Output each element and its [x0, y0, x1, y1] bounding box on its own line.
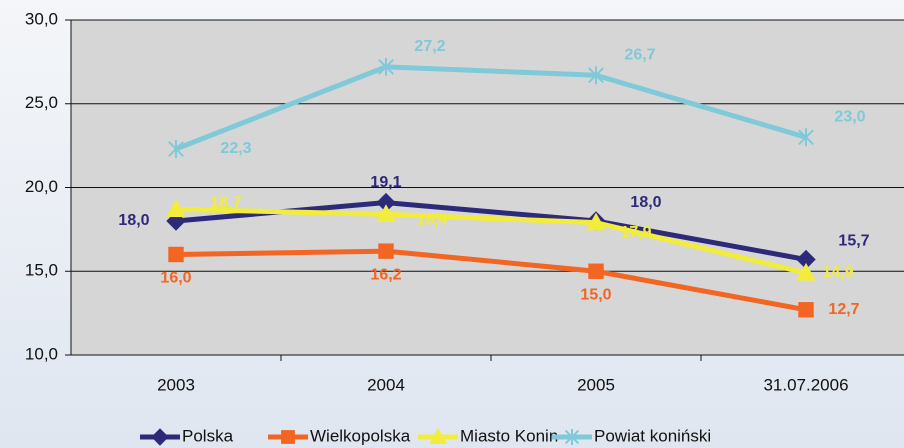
- value-label: 26,7: [624, 46, 655, 63]
- value-label: 23,0: [834, 108, 865, 125]
- value-label: 18,4: [416, 212, 447, 229]
- value-label: 14,9: [822, 264, 853, 281]
- value-label: 18,0: [630, 194, 661, 211]
- value-label: 22,3: [220, 140, 251, 157]
- x-tick-label: 2003: [157, 375, 195, 394]
- x-tick-label: 2004: [367, 375, 405, 394]
- marker: [798, 302, 814, 318]
- value-label: 16,2: [370, 266, 401, 283]
- value-label: 18,0: [118, 212, 149, 229]
- value-label: 27,2: [414, 38, 445, 55]
- marker: [378, 243, 394, 259]
- x-tick-label: 31.07.2006: [763, 375, 848, 394]
- value-label: 12,7: [828, 301, 859, 318]
- marker: [588, 66, 604, 85]
- marker: [586, 212, 606, 231]
- series-line: [175, 206, 807, 276]
- series-line: [175, 248, 807, 313]
- marker: [796, 262, 816, 281]
- marker: [166, 199, 186, 217]
- value-label: 18,7: [210, 194, 241, 211]
- marker: [168, 139, 184, 158]
- legend-label: Wielkopolska: [310, 426, 411, 445]
- marker: [281, 430, 295, 444]
- value-label: 15,7: [838, 233, 869, 250]
- marker: [588, 263, 604, 279]
- value-label: 15,0: [580, 286, 611, 303]
- marker: [168, 246, 184, 263]
- y-tick-label: 15,0: [25, 261, 58, 280]
- y-tick-label: 10,0: [25, 344, 58, 363]
- marker: [798, 128, 814, 147]
- marker: [564, 429, 580, 445]
- marker: [376, 204, 396, 222]
- marker: [151, 428, 169, 446]
- marker: [429, 427, 447, 444]
- legend-label: Polska: [182, 426, 234, 445]
- marker: [378, 57, 394, 76]
- legend-label: Powiat koniński: [594, 426, 711, 445]
- y-tick-label: 20,0: [25, 177, 58, 196]
- series-line: [175, 64, 807, 152]
- legend-label: Miasto Konin: [460, 426, 558, 445]
- y-tick-label: 25,0: [25, 93, 58, 112]
- value-label: 16,0: [160, 270, 191, 287]
- y-tick-label: 30,0: [25, 9, 58, 28]
- plot: 18,0 19,1 18,0 15,7 16,0 16,2 15,0 12,7 18,7 18,4…: [118, 38, 869, 318]
- value-label: 17,9: [620, 224, 651, 241]
- value-label: 19,1: [370, 174, 401, 191]
- x-tick-label: 2005: [577, 375, 615, 394]
